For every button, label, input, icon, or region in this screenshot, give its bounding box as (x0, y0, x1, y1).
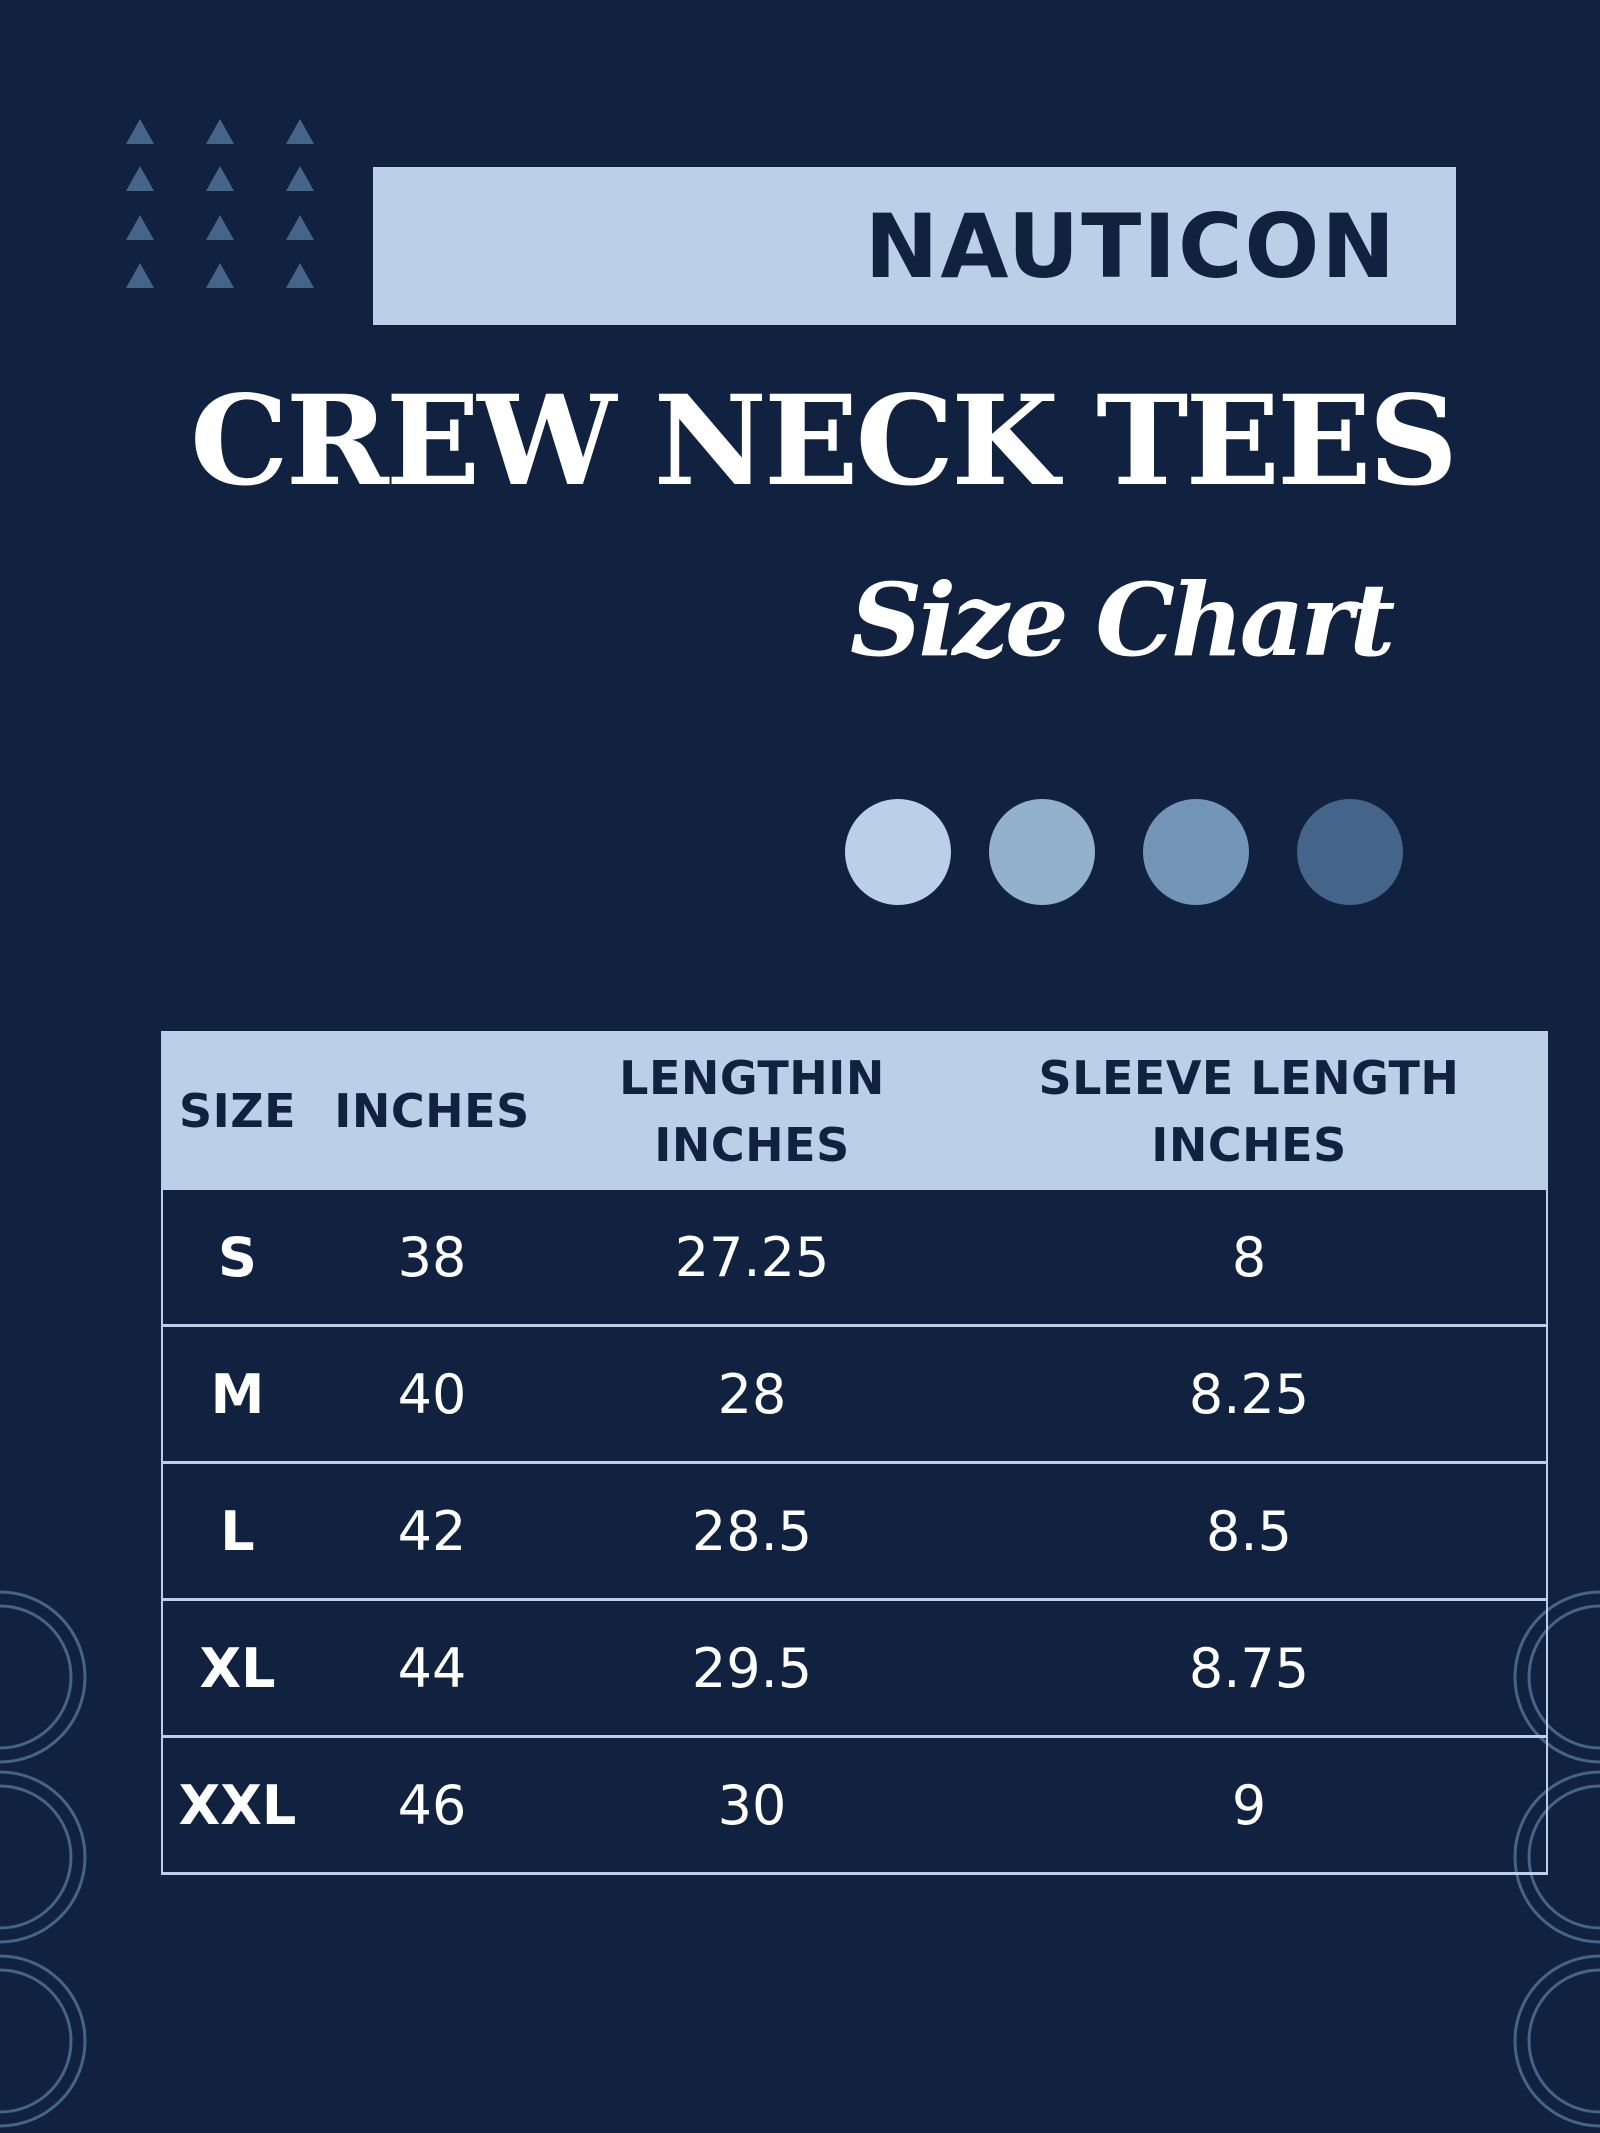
size-cell: XXL (162, 1736, 312, 1875)
brand-name: NAUTICON (864, 195, 1397, 298)
table-row: XL 44 29.5 8.75 (162, 1599, 1547, 1738)
triangle-icon (286, 263, 314, 288)
triangle-icon (206, 263, 234, 288)
sleeve-cell: 8.75 (952, 1599, 1547, 1738)
triangle-icon (126, 166, 154, 191)
inches-cell: 38 (312, 1190, 552, 1327)
palette-dot (1297, 799, 1403, 905)
brand-banner: NAUTICON (373, 167, 1456, 325)
size-cell: M (162, 1325, 312, 1464)
page-subtitle: Size Chart (850, 561, 1395, 679)
triangle-icon (206, 166, 234, 191)
size-cell: S (162, 1190, 312, 1327)
inches-cell: 44 (312, 1599, 552, 1738)
ring-icon (0, 1954, 87, 2128)
sleeve-cell: 8.5 (952, 1462, 1547, 1601)
length-cell: 28 (552, 1325, 952, 1464)
length-cell: 30 (552, 1736, 952, 1875)
ring-icon (0, 1590, 87, 1764)
triangle-icon (126, 119, 154, 144)
triangle-icon (126, 263, 154, 288)
header-inches: INCHES (312, 1032, 552, 1190)
sleeve-cell: 9 (952, 1736, 1547, 1875)
triangle-icon (126, 215, 154, 240)
triangle-icon (286, 166, 314, 191)
inches-cell: 46 (312, 1736, 552, 1875)
size-cell: XL (162, 1599, 312, 1738)
ring-icon (1513, 1954, 1600, 2128)
table-row: M 40 28 8.25 (162, 1325, 1547, 1464)
length-cell: 29.5 (552, 1599, 952, 1738)
triangle-icon (206, 119, 234, 144)
inches-cell: 42 (312, 1462, 552, 1601)
length-cell: 28.5 (552, 1462, 952, 1601)
header-length: LENGTHIN INCHES (552, 1032, 952, 1190)
sleeve-cell: 8 (952, 1190, 1547, 1327)
triangle-icon (286, 119, 314, 144)
table-row: XXL 46 30 9 (162, 1736, 1547, 1875)
ring-icon (1527, 1968, 1600, 2114)
palette-dot (1143, 799, 1249, 905)
page-title: CREW NECK TEES (190, 369, 1458, 514)
header-size: SIZE (162, 1032, 312, 1190)
ring-icon (0, 1968, 73, 2114)
header-sleeve-length: SLEEVE LENGTH INCHES (952, 1032, 1547, 1190)
size-cell: L (162, 1462, 312, 1601)
table-row: S 38 27.25 8 (162, 1190, 1547, 1327)
palette-dot (989, 799, 1095, 905)
inches-cell: 40 (312, 1325, 552, 1464)
palette-dot (845, 799, 951, 905)
size-chart-table: SIZE INCHES LENGTHIN INCHES SLEEVE LENGT… (161, 1031, 1548, 1875)
table-row: L 42 28.5 8.5 (162, 1462, 1547, 1601)
ring-icon (0, 1784, 73, 1930)
length-cell: 27.25 (552, 1190, 952, 1327)
ring-icon (0, 1770, 87, 1944)
triangle-icon (206, 215, 234, 240)
ring-icon (0, 1604, 73, 1750)
sleeve-cell: 8.25 (952, 1325, 1547, 1464)
triangle-icon (286, 215, 314, 240)
